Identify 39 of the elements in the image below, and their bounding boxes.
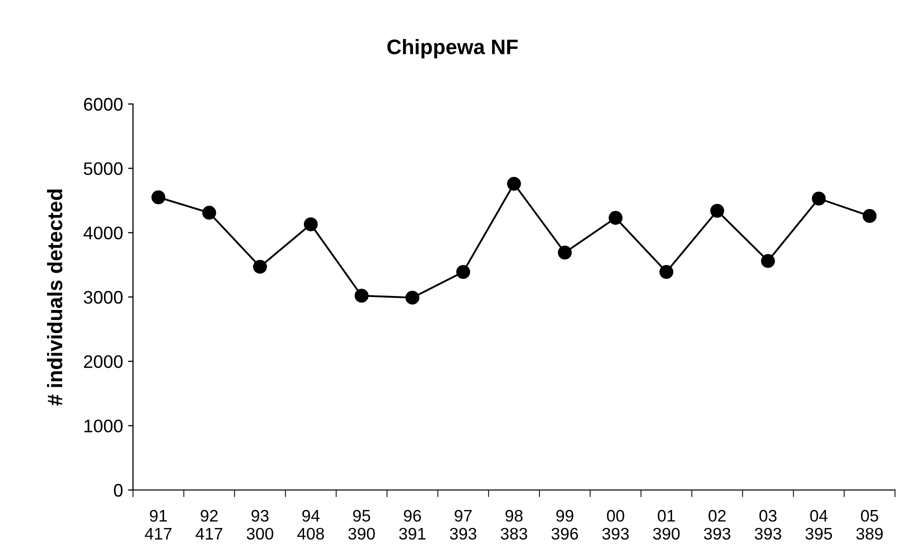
point — [253, 260, 267, 274]
chart-title: Chippewa NF — [387, 38, 518, 58]
point — [405, 290, 420, 305]
y-tick-label: 1000 — [84, 420, 123, 432]
point — [304, 217, 318, 232]
x-tick-label: 01 390 — [653, 510, 680, 540]
x-tick-label: 96 391 — [399, 510, 426, 540]
point — [558, 246, 572, 260]
y-tick-label: 4000 — [84, 226, 123, 240]
x-tick-label: 98 383 — [500, 510, 528, 540]
x-tick-label: 02 393 — [704, 510, 730, 540]
point — [812, 192, 826, 206]
point — [151, 190, 166, 204]
point — [202, 206, 216, 220]
point — [710, 204, 724, 218]
point — [761, 254, 775, 268]
x-tick-label: 00 393 — [602, 510, 629, 540]
y-axis-title: # individuals detected — [47, 190, 62, 406]
y-tick-label: 6000 — [84, 98, 123, 111]
x-tick-label: 94 408 — [297, 510, 324, 540]
x-tick-label: 05 389 — [856, 510, 883, 540]
y-tick-label: 3000 — [84, 290, 123, 304]
x-tick-label: 03 393 — [754, 510, 782, 540]
x-tick-label: 92 417 — [196, 510, 222, 540]
point — [862, 208, 877, 223]
x-tick-label: 95 390 — [348, 510, 375, 540]
point — [659, 264, 674, 279]
y-tick-label: 2000 — [84, 355, 123, 368]
x-tick-label: 93 300 — [246, 510, 274, 540]
point — [456, 264, 470, 279]
point — [608, 210, 623, 225]
point — [354, 288, 369, 303]
x-tick-label: 97 393 — [450, 510, 476, 540]
y-tick-label: 0 — [114, 484, 123, 497]
x-tick-label: 04 395 — [806, 510, 832, 540]
x-tick-label: 91 417 — [144, 510, 172, 540]
y-tick-label: 5000 — [84, 162, 123, 176]
point — [507, 176, 521, 191]
x-tick-label: 99 396 — [552, 510, 578, 540]
